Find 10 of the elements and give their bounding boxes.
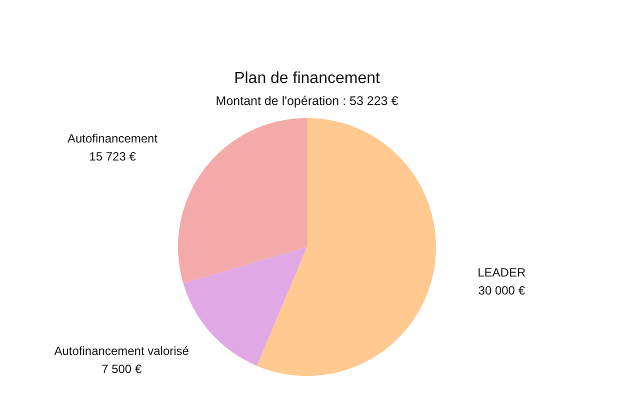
data-label: 15 723 € (89, 149, 136, 164)
data-label: 30 000 € (478, 283, 526, 298)
slice-label: Autofinancement (67, 131, 158, 146)
pie-slice (256, 118, 436, 376)
slice-label: Autofinancement valorisé (54, 344, 190, 358)
pie-slice (178, 118, 307, 284)
slice-label: LEADER (478, 265, 526, 280)
data-label: 7 500 € (102, 362, 142, 376)
chart-title: Plan de financement (234, 70, 380, 87)
chart-subtitle: Montant de l'opération : 53 223 € (216, 94, 398, 108)
